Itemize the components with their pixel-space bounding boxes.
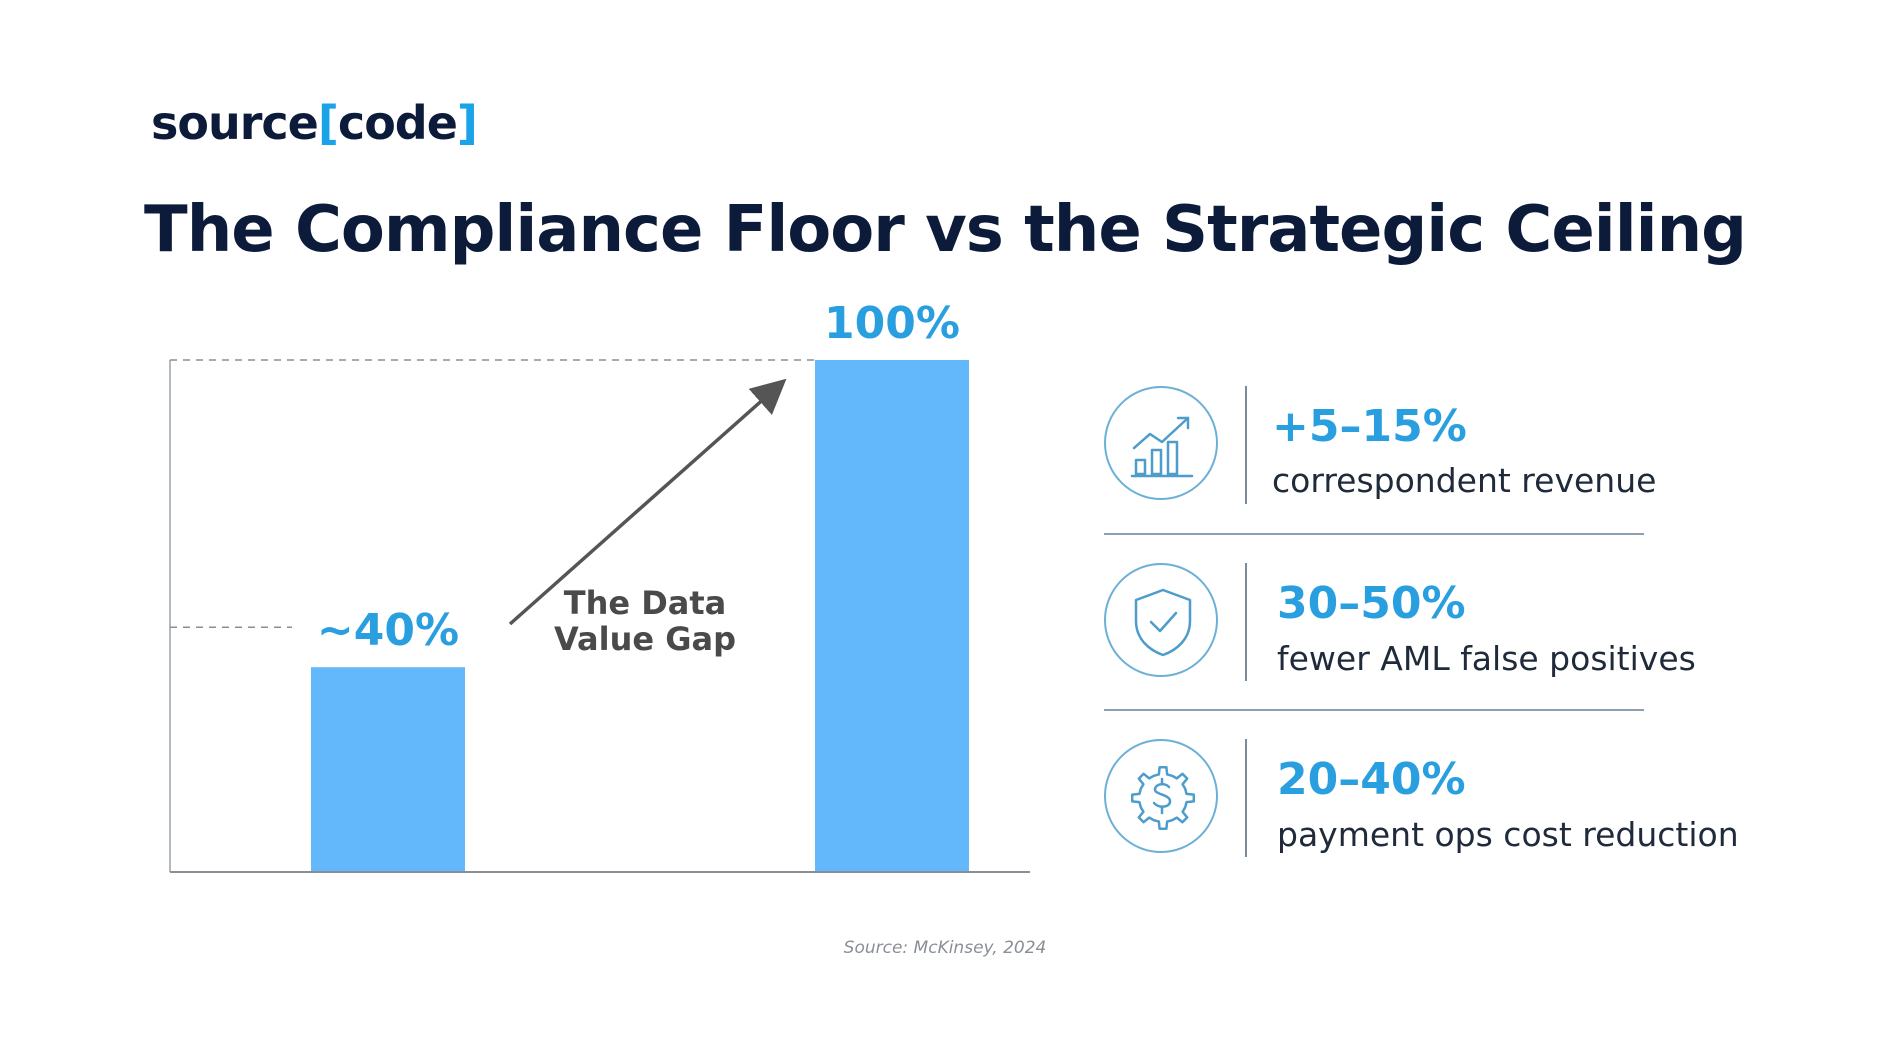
bar xyxy=(311,667,465,872)
page-title: The Compliance Floor vs the Strategic Ce… xyxy=(144,193,1747,267)
source-note: Source: McKinsey, 2024 xyxy=(843,938,1047,958)
data-label: 100% xyxy=(824,298,960,349)
logo-prefix: source xyxy=(151,96,319,150)
data-label: ~40% xyxy=(317,605,459,656)
gap-arrow xyxy=(508,378,787,626)
logo-open-bracket: [ xyxy=(317,96,339,150)
brand-logo: source[code] xyxy=(151,100,478,146)
gap-annotation-line2: Value Gap xyxy=(554,620,736,658)
bar xyxy=(815,360,969,872)
logo-word: code xyxy=(337,96,458,150)
gap-annotation-line1: The Data xyxy=(564,584,727,622)
logo-close-bracket: ] xyxy=(456,96,478,150)
